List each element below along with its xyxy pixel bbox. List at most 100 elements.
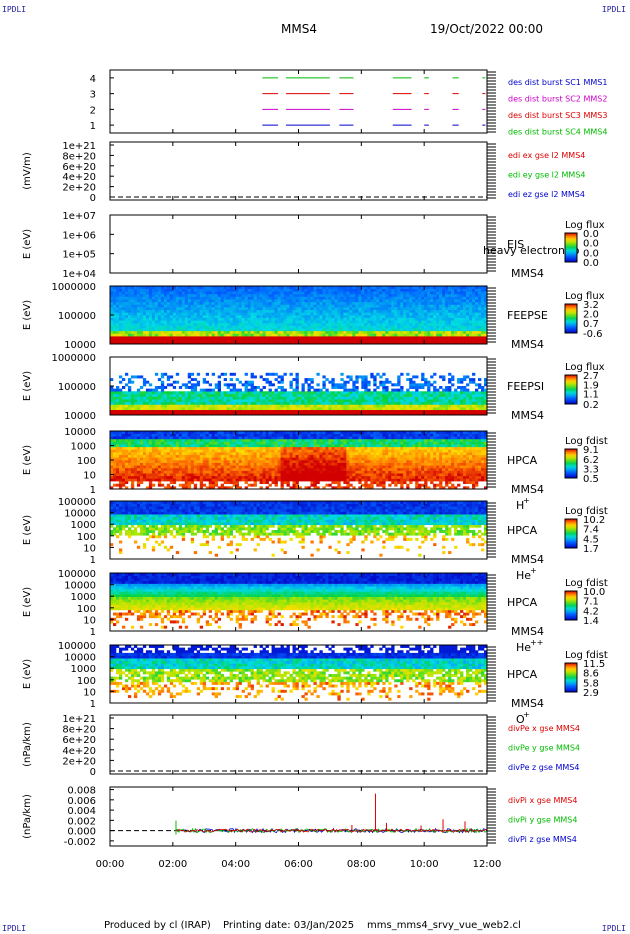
spectrogram-cell xyxy=(154,396,159,400)
spectrogram-cell xyxy=(220,409,224,413)
spectrogram-cell xyxy=(403,336,407,340)
spectrogram-cell xyxy=(226,286,230,289)
spectrogram-cell xyxy=(340,317,344,321)
spectrogram-cell xyxy=(484,378,488,382)
spectrogram-cell xyxy=(110,388,114,392)
spectrogram-cell xyxy=(145,286,150,289)
spectrogram-cell xyxy=(292,317,296,321)
spectrogram-cell xyxy=(352,412,356,416)
spectrogram-cell xyxy=(379,286,383,289)
spectrogram-cell xyxy=(349,330,353,334)
spectrogram-cell xyxy=(409,333,413,337)
spectrogram-cell xyxy=(283,388,287,392)
spectrogram-cell xyxy=(466,291,470,295)
spectrogram-cell xyxy=(130,320,135,324)
spectrogram-cell xyxy=(121,307,126,311)
spectrogram-cell xyxy=(322,315,326,318)
spectrogram-cell xyxy=(436,407,440,411)
spectrogram-cell xyxy=(247,315,251,318)
spectrogram-cell xyxy=(175,304,180,308)
spectrogram-cell xyxy=(289,338,293,342)
spectrogram-cell xyxy=(289,336,293,340)
spectrogram-cell xyxy=(448,286,452,289)
spectrogram-cell xyxy=(157,454,162,458)
spectrogram-cell xyxy=(316,317,320,321)
spectrogram-cell xyxy=(232,299,236,303)
spectrogram-cell xyxy=(289,341,293,345)
spectrogram-cell xyxy=(397,388,401,392)
spectrogram-cell xyxy=(250,307,254,311)
spectrogram-cell xyxy=(346,330,350,334)
spectrogram-cell xyxy=(169,475,174,479)
spectrogram-cell xyxy=(118,291,123,295)
spectrogram-cell xyxy=(163,462,168,466)
spectrogram-cell xyxy=(358,315,362,318)
spectrogram-cell xyxy=(196,307,201,311)
spectrogram-cell xyxy=(394,336,398,340)
spectrogram-cell xyxy=(454,396,458,400)
spectrogram-cell xyxy=(295,375,299,379)
spectrogram-cell xyxy=(292,320,296,324)
spectrogram-cell xyxy=(277,409,281,413)
spectrogram-cell xyxy=(169,286,174,289)
spectrogram-cell xyxy=(136,309,141,313)
spectrogram-cell xyxy=(163,436,168,440)
spectrogram-cell xyxy=(265,296,269,300)
spectrogram-cell xyxy=(415,309,419,313)
spectrogram-cell xyxy=(451,307,455,311)
spectrogram-cell xyxy=(145,475,150,479)
spectrogram-cell xyxy=(172,391,177,395)
spectrogram-cell xyxy=(235,412,239,416)
spectrogram-cell xyxy=(172,475,177,479)
spectrogram-cell xyxy=(421,375,425,379)
spectrogram-cell xyxy=(193,286,198,289)
spectrogram-cell xyxy=(388,301,392,305)
spectrogram-cell xyxy=(298,312,302,316)
spectrogram-cell xyxy=(133,393,138,397)
spectrogram-cell xyxy=(205,286,210,289)
spectrogram-cell xyxy=(130,473,135,477)
spectrogram-cell xyxy=(199,315,204,318)
spectrogram-cell xyxy=(466,307,470,311)
spectrogram-cell xyxy=(208,399,213,403)
spectrogram-cell xyxy=(403,291,407,295)
spectrogram-cell xyxy=(268,333,272,337)
spectrogram-cell xyxy=(238,288,242,292)
spectrogram-cell xyxy=(463,322,467,326)
spectrogram-cell xyxy=(349,291,353,295)
spectrogram-cell xyxy=(457,309,461,313)
spectrogram-cell xyxy=(133,325,138,329)
spectrogram-cell xyxy=(484,320,488,324)
spectrogram-cell xyxy=(379,291,383,295)
spectrogram-cell xyxy=(364,407,368,411)
spectrogram-cell xyxy=(187,299,192,303)
spectrogram-cell xyxy=(148,309,153,313)
spectrogram-cell xyxy=(145,328,150,332)
corner-mark-top-right: IPDLI xyxy=(601,5,626,14)
spectrogram-cell xyxy=(110,401,114,405)
spectrogram-cell xyxy=(223,401,227,405)
spectrogram-cell xyxy=(337,407,341,411)
spectrogram-cell xyxy=(295,412,299,416)
spectrogram-cell xyxy=(319,328,323,332)
spectrogram-cell xyxy=(406,372,410,376)
spectrogram-cell xyxy=(331,291,335,295)
spectrogram-cell xyxy=(445,338,449,342)
spectrogram-cell xyxy=(112,462,117,466)
spectrogram-cell xyxy=(136,446,141,450)
spectrogram-cell xyxy=(349,293,353,297)
spectrogram-cell xyxy=(229,409,233,413)
spectrogram-cell xyxy=(454,296,458,300)
spectrogram-cell xyxy=(127,399,132,403)
spectrogram-cell xyxy=(325,401,329,405)
spectrogram-cell xyxy=(133,333,138,337)
spectrogram-cell xyxy=(250,391,254,395)
spectrogram-cell xyxy=(130,431,135,434)
spectrogram-cell xyxy=(454,291,458,295)
spectrogram-cell xyxy=(220,309,224,313)
spectrogram-cell xyxy=(358,333,362,337)
spectrogram-cell xyxy=(202,325,207,329)
spectrogram-cell xyxy=(181,409,186,413)
spectrogram-cell xyxy=(226,307,230,311)
y-tick-label: 2e+20 xyxy=(62,183,96,194)
